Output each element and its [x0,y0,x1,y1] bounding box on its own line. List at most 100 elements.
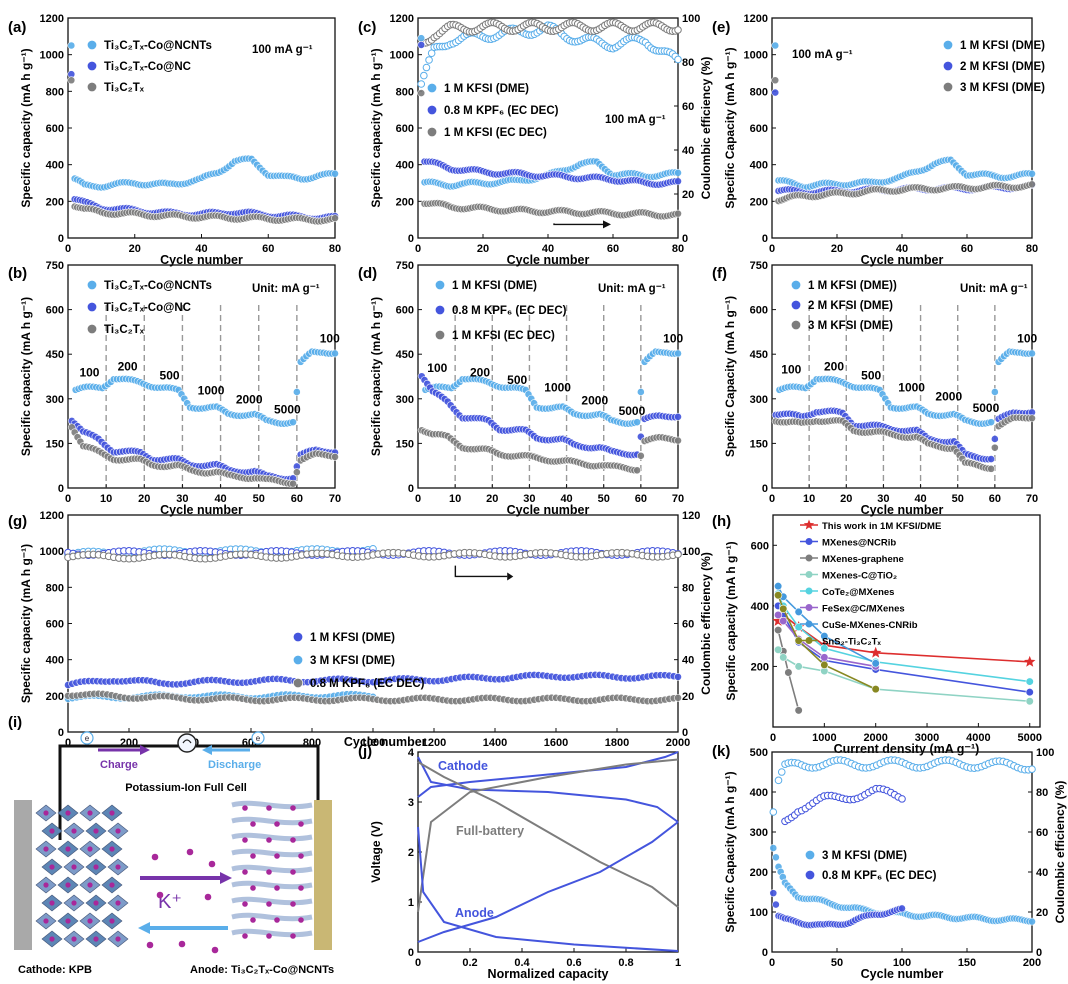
star-point [869,646,882,658]
x-tick-label: 0 [65,243,71,255]
cathode-k-ion [93,864,99,870]
cathode-k-ion [115,900,121,906]
annotation: Unit: mA g⁻¹ [598,283,666,295]
cathode-k-ion [65,882,71,888]
anode-k-ion [250,853,256,859]
rate-label: 100 [320,331,340,345]
cathode-k-ion [65,810,71,816]
cathode-k-ion [43,810,49,816]
x-tick-label: 20 [486,493,498,505]
y2-tick-label: 20 [1036,907,1048,919]
x-tick-label: 0.4 [514,957,530,969]
discharge-label: Discharge [208,759,261,771]
anode-k-ion [250,917,256,923]
data-point [771,88,780,97]
plot-frame-j [417,751,679,953]
panel-label-b: (b) [8,265,27,282]
rate-label: 100 [1017,331,1037,345]
electron-label-right: e [256,734,261,743]
chart-b: (b) 0 10 20 30 40 50 60 70 0 150 300 450 600 750 Cycle … [8,260,341,517]
y2-tick-label: 40 [1036,867,1048,879]
x-axis-label: Cycle number [160,503,243,517]
series-point [779,616,788,626]
annotation: Unit: mA g⁻¹ [960,283,1028,295]
ce-arrow-head [507,572,514,581]
y-tick-label: 400 [751,601,769,613]
anode-k-ion [266,933,272,939]
electron-icon-right [251,731,265,745]
chart-c: (c)0 20 40 60 800200400600800100012000204060… [358,13,713,267]
legend-label: 1 M KFSI (EC DEC) [444,127,547,139]
plot-frame-h [772,514,1041,728]
cathode-k-ion [49,864,55,870]
x-tick-label: 2000 [666,737,690,749]
y-tick-label: 750 [396,260,414,272]
legend-marker [942,81,954,93]
data-point [769,844,778,852]
series-point [794,662,803,671]
y-tick-label: 750 [750,260,768,272]
y-axis-label: Specific capacity (mA h g⁻¹) [369,48,383,207]
ce-point [769,808,778,816]
legend-marker [426,126,438,138]
anode-k-ion [242,869,248,875]
legend-label: Ti₃C₂Tₓ-Co@NCNTs [104,40,212,52]
y2-tick-label: 60 [682,101,694,113]
panel-label-j: (j) [358,743,372,760]
curve-label: Full-battery [456,824,524,838]
legend-marker [434,279,446,291]
x-axis-label: Cycle number [861,253,944,267]
series-line [777,629,800,711]
series-point [774,591,783,600]
y2-tick-label: 80 [1036,787,1048,799]
ce-point [774,776,783,785]
y-tick-label: 600 [750,305,768,317]
x-tick-label: 60 [961,243,973,255]
cathode-k-ion [87,810,93,816]
legend-label: 3 M KFSI (DME) [310,655,395,667]
data-point [987,418,996,427]
legend-marker [804,849,816,861]
data-point [331,453,339,461]
y-tick-label: 0 [58,483,64,495]
chart-k: (k)0 50 100 150 2000100200300400500020406080… [712,743,1067,981]
anode-k-ion [290,805,296,811]
ce-point [777,768,786,776]
x-tick-label: 70 [1026,493,1038,505]
legend-e: 1 M KFSI (DME) 2 M KFSI (DME) 3 M KFSI (DM… [942,39,1045,94]
x-tick-label: 0 [65,737,71,749]
y-tick-label: 600 [46,305,64,317]
anode-current-collector [314,800,332,950]
legend-label: 1 M KFSI (DME) [310,632,395,644]
rate-label: 500 [861,368,881,382]
legend-c: 1 M KFSI (DME) 0.8 M KPF₆ (EC DEC) 1 M KFS… [426,82,559,139]
y-tick-label: 600 [46,619,64,631]
y-tick-label: 0 [408,483,414,495]
anode-k-ion [242,837,248,843]
legend-label: 1 M KFSI (DME) [960,40,1045,52]
series-point [779,653,788,662]
legend-label: 1 M KFSI (DME) [452,280,537,292]
data-point [417,89,426,97]
legend-label: 0.8 M KPF₆ (EC DEC) [444,105,559,117]
y2-tick-label: 100 [1036,747,1054,759]
y-tick-label: 150 [750,438,768,450]
y-tick-label: 800 [46,86,64,98]
panel-label-g: (g) [8,513,27,530]
y-axis-label: Specific capacity (mA h g⁻¹) [19,297,33,456]
y2-tick-label: 20 [682,189,694,201]
star-point [1024,655,1036,667]
legend-label: Ti₃C₂Tₓ [104,82,145,94]
anode-k-ion [298,853,304,859]
rate-label: 100 [663,331,683,345]
x-axis-label: Cycle number [861,967,944,981]
cathode-k-ion [115,864,121,870]
annotation: 100 mA g⁻¹ [252,44,313,56]
series-point [1025,688,1034,697]
x-tick-label: 1000 [361,737,385,749]
anode-k-ion [274,885,280,891]
y-tick-label: 200 [46,196,64,208]
legend-marker [86,279,98,291]
anode-k-ion [242,933,248,939]
legend-label: 1 M KFSI (DME)) [808,280,897,292]
